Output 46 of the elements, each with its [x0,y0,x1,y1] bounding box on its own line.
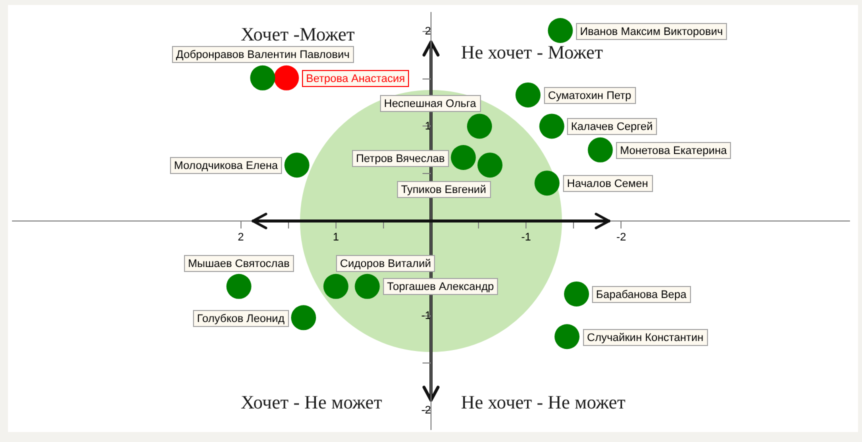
point [477,152,502,178]
annotation: Хочет - Не может [240,392,383,414]
point [450,145,476,170]
point [274,65,299,90]
series-label: Петров Вячеслав [356,153,445,166]
series-label: Неспешная Ольга [384,98,478,110]
series-label: Добронравов Валентин Павлович [176,49,350,62]
point [554,324,580,350]
x-tick-label: 1 [332,232,339,244]
y-tick-label: 1 [424,120,431,132]
point [250,65,276,90]
point [467,114,492,139]
point [539,114,564,139]
point [548,18,573,44]
y-tick-label: -2 [421,404,431,417]
annotation: Не хочет - Может [461,42,604,64]
series-label: Иванов Максим Викторович [580,26,723,38]
series-label: Молодчикова Елена [174,160,279,172]
series-label: Тупиков Евгений [401,184,486,196]
series-label: Монетова Екатерина [620,145,728,158]
point [516,82,541,108]
series-label: Мышаев Святослав [188,258,290,270]
series-label: Голубков Леонид [197,313,286,326]
annotation: Не хочет - Не может [461,392,626,414]
annotation: Хочет -Может [240,24,356,46]
point [226,274,252,299]
x-tick-label: -2 [616,232,626,244]
point [588,137,613,162]
series-label: Сидоров Виталий [340,258,431,270]
series-label: Ветрова Анастасия [306,73,405,86]
point [534,170,560,196]
series-label: Барабанова Вера [596,289,688,302]
point [354,274,380,299]
x-tick-label: -1 [521,232,532,244]
series-label: Случайкин Константин [587,332,704,344]
y-tick-label: -1 [421,310,431,322]
point [564,281,590,306]
y-tick-label: 2 [424,25,431,38]
point [291,305,316,330]
series-label: Суматохин Петр [548,90,632,102]
series-label: Началов Семен [567,178,648,190]
series-label: Торгашев Александр [387,281,494,294]
point [323,274,348,299]
point [284,152,310,178]
series-label: Калачев Сергей [571,121,653,134]
x-tick-label: 2 [238,232,244,244]
